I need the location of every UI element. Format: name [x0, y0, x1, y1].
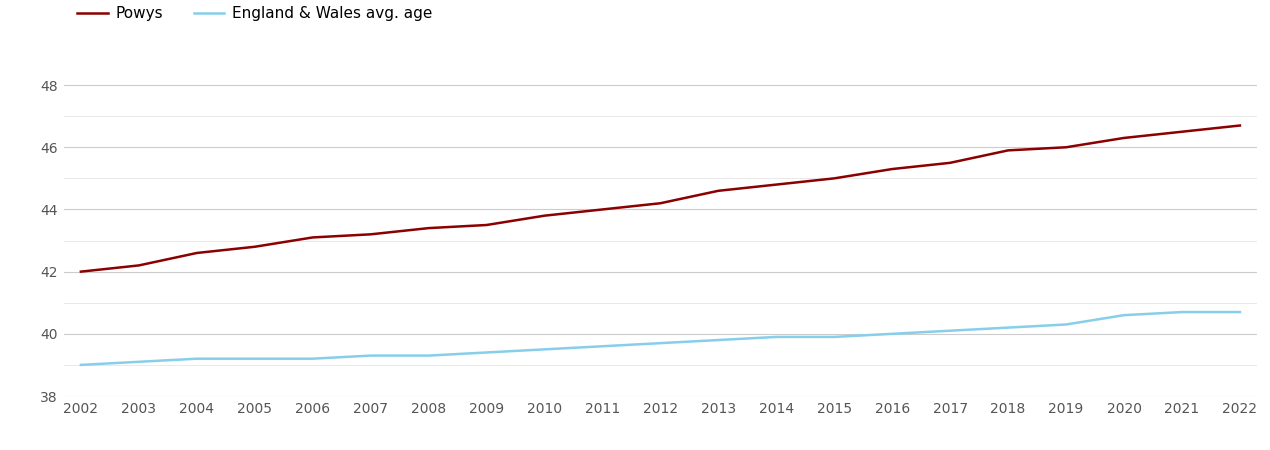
Powys — [1232, 123, 1247, 128]
England & Wales avg. age — [420, 353, 436, 358]
England & Wales avg. age — [1175, 309, 1190, 315]
England & Wales avg. age — [711, 338, 726, 343]
England & Wales avg. age — [1232, 309, 1247, 315]
Powys — [827, 176, 842, 181]
England & Wales avg. age — [942, 328, 958, 333]
England & Wales avg. age — [74, 362, 89, 368]
England & Wales avg. age — [305, 356, 320, 361]
England & Wales avg. age — [131, 359, 146, 364]
England & Wales avg. age — [1116, 312, 1132, 318]
Powys — [594, 207, 610, 212]
Powys — [1116, 135, 1132, 141]
England & Wales avg. age — [537, 346, 552, 352]
England & Wales avg. age — [885, 331, 900, 337]
Powys — [479, 222, 494, 228]
Legend: Powys, England & Wales avg. age: Powys, England & Wales avg. age — [71, 0, 438, 27]
Powys — [131, 263, 146, 268]
England & Wales avg. age — [1058, 322, 1073, 327]
England & Wales avg. age — [653, 341, 668, 346]
Powys — [305, 235, 320, 240]
England & Wales avg. age — [479, 350, 494, 355]
Line: England & Wales avg. age: England & Wales avg. age — [81, 312, 1240, 365]
Powys — [189, 250, 204, 256]
Powys — [885, 166, 900, 172]
England & Wales avg. age — [768, 334, 784, 340]
England & Wales avg. age — [827, 334, 842, 340]
Powys — [653, 201, 668, 206]
Line: Powys: Powys — [81, 126, 1240, 272]
Powys — [537, 213, 552, 218]
Powys — [1001, 148, 1016, 153]
Powys — [1175, 129, 1190, 135]
Powys — [248, 244, 263, 249]
Powys — [768, 182, 784, 187]
Powys — [1058, 144, 1073, 150]
Powys — [711, 188, 726, 194]
Powys — [420, 225, 436, 231]
England & Wales avg. age — [1001, 325, 1016, 330]
England & Wales avg. age — [248, 356, 263, 361]
England & Wales avg. age — [594, 343, 610, 349]
Powys — [74, 269, 89, 274]
Powys — [942, 160, 958, 166]
England & Wales avg. age — [189, 356, 204, 361]
Powys — [363, 232, 378, 237]
England & Wales avg. age — [363, 353, 378, 358]
